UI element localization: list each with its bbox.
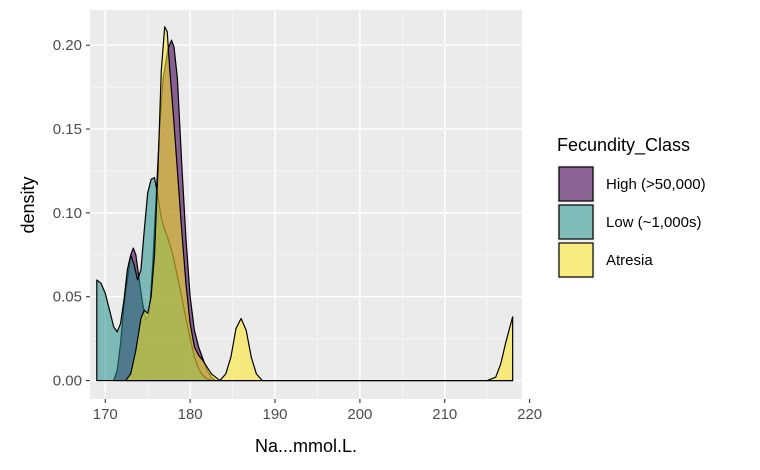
x-tick-label: 190 xyxy=(263,406,288,423)
density-area-3 xyxy=(125,26,514,382)
density-series xyxy=(96,26,514,382)
axes: 170 180 190 200 210 220 0.00 0.05 0.10 0.15 0.20 xyxy=(53,37,542,423)
y-tick-label: 0.20 xyxy=(53,37,82,54)
x-tick-label: 200 xyxy=(347,406,372,423)
legend-key xyxy=(558,166,594,202)
y-tick-label: 0.15 xyxy=(53,121,82,138)
legend-label: High (>50,000) xyxy=(606,176,706,193)
legend-label: Atresia xyxy=(606,252,653,269)
legend-key xyxy=(558,204,594,240)
y-tick-label: 0.00 xyxy=(53,373,82,390)
legend-title: Fecundity_Class xyxy=(557,135,690,156)
x-tick-label: 210 xyxy=(432,406,457,423)
y-tick-label: 0.05 xyxy=(53,289,82,306)
x-tick-label: 180 xyxy=(178,406,203,423)
y-axis-title: density xyxy=(18,176,38,233)
x-tick-label: 170 xyxy=(93,406,118,423)
x-tick-label: 220 xyxy=(517,406,542,423)
legend: Fecundity_Class High (>50,000) Low (~1,00… xyxy=(557,135,706,279)
y-tick-label: 0.10 xyxy=(53,205,82,222)
x-axis-title: Na...mmol.L. xyxy=(255,436,357,456)
legend-label: Low (~1,000s) xyxy=(606,214,701,231)
legend-key xyxy=(558,242,594,278)
